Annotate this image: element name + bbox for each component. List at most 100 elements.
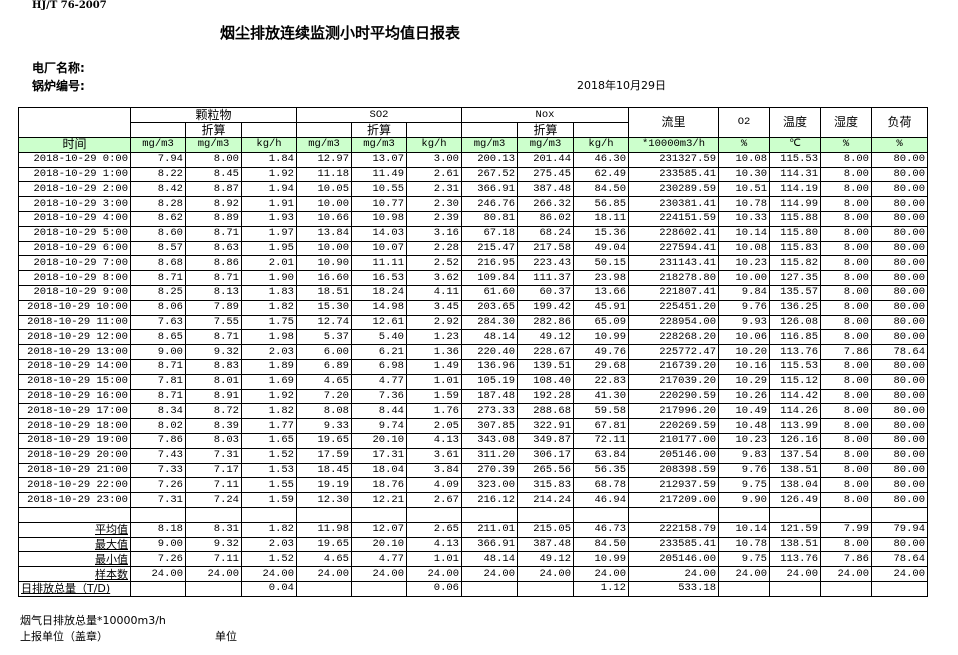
report-title: 烟尘排放连续监测小时平均值日报表 [220,24,461,42]
stats-value [718,580,770,597]
flue-gas-total-label: 烟气日排放总量*10000m3/h [20,614,166,627]
stats-value: 8.00 [820,536,872,553]
stats-row: 平均值 8.18 8.31 1.82 11.98 12.07 2.65 211.01 215.0… [18,521,928,538]
stats-value: 366.91 [461,536,518,553]
blank-cell [296,506,352,523]
value-cell: 138.04 [769,477,821,494]
value-cell: 230289.59 [628,181,719,198]
stats-value: 24.00 [296,566,352,582]
table-row: 2018-10-29 4:00 8.62 8.89 1.93 10.66 10.98 2.3… [18,210,928,227]
value-cell: 212937.59 [628,477,719,494]
value-cell: 307.85 [461,418,518,434]
stats-value: 19.65 [296,536,352,553]
value-cell: 9.74 [351,418,407,434]
stats-value [461,580,518,597]
stats-row: 样本数 24.00 24.00 24.00 24.00 24.00 24.00 24.00 24… [18,566,928,582]
value-cell: 267.52 [461,166,518,183]
stats-value: 24.00 [573,566,629,582]
value-cell: 8.22 [130,166,186,183]
value-cell: 1.49 [406,358,462,375]
value-cell: 109.84 [461,270,518,286]
value-cell: 217996.20 [628,403,719,420]
value-cell: 10.06 [718,329,770,346]
stats-value: 387.48 [517,536,574,553]
value-cell: 220269.59 [628,418,719,434]
value-cell: 216739.20 [628,358,719,375]
value-cell: 2.39 [406,210,462,227]
value-cell: 9.93 [718,314,770,331]
value-cell: 10.14 [718,225,770,242]
value-cell: 7.43 [130,447,186,464]
unit-cell: mg/m3 [351,137,407,153]
value-cell: 200.13 [461,151,518,168]
stats-value [769,580,821,597]
value-cell: 114.31 [769,166,821,183]
value-cell: 80.00 [871,492,928,508]
value-cell: 16.53 [351,270,407,286]
value-cell: 8.00 [820,151,872,168]
value-cell: 311.20 [461,447,518,464]
header-time: 时间 [18,137,131,153]
value-cell: 49.04 [573,240,629,257]
value-cell: 6.89 [296,358,352,375]
value-cell: 1.94 [241,181,297,198]
value-cell: 199.42 [517,299,574,316]
value-cell: 18.04 [351,462,407,479]
stats-value: 113.76 [769,551,821,568]
value-cell: 8.00 [820,270,872,286]
hourly-report-table: 颗粒物 SO2 Nox 流里 O2 温度 湿度 负荷 折算 折算 折算 时间 m… [18,107,928,597]
value-cell: 8.08 [296,403,352,420]
value-cell: 116.85 [769,329,821,346]
value-cell: 9.33 [296,418,352,434]
header-nox: Nox [461,107,629,123]
value-cell: 3.45 [406,299,462,316]
value-cell: 1.69 [241,373,297,390]
value-cell: 14.03 [351,225,407,242]
value-cell: 8.63 [185,240,242,257]
value-cell: 68.24 [517,225,574,242]
value-cell: 1.77 [241,418,297,434]
value-cell: 10.78 [718,196,770,212]
value-cell: 1.53 [241,462,297,479]
value-cell: 8.71 [185,225,242,242]
unit-cell: ℃ [769,137,821,153]
value-cell: 114.26 [769,403,821,420]
stats-value: 46.73 [573,521,629,538]
stats-value: 1.01 [406,551,462,568]
value-cell: 80.00 [871,225,928,242]
value-cell: 23.98 [573,270,629,286]
value-cell: 8.71 [185,270,242,286]
blank-cell [18,506,131,523]
time-cell: 2018-10-29 3:00 [18,196,131,212]
value-cell: 8.00 [820,403,872,420]
unit-cell: % [718,137,770,153]
value-cell: 323.00 [461,477,518,494]
value-cell: 1.01 [406,373,462,390]
table-row: 2018-10-29 20:00 7.43 7.31 1.52 17.59 17.31 3.… [18,447,928,464]
value-cell: 284.30 [461,314,518,331]
value-cell: 115.80 [769,225,821,242]
value-cell: 7.36 [351,388,407,405]
table-row: 2018-10-29 17:00 8.34 8.72 1.82 8.08 8.44 1.76… [18,403,928,420]
value-cell: 1.59 [241,492,297,508]
value-cell: 114.19 [769,181,821,198]
stats-value: 24.00 [241,566,297,582]
unit-cell: kg/h [406,137,462,153]
time-cell: 2018-10-29 19:00 [18,432,131,449]
value-cell: 231327.59 [628,151,719,168]
unit-cell: mg/m3 [185,137,242,153]
reporting-unit-label: 上报单位（盖章） [20,630,108,643]
value-cell: 1.93 [241,210,297,227]
value-cell: 8.00 [820,196,872,212]
value-cell: 1.89 [241,358,297,375]
header-nox-converted: 折算 [517,122,574,138]
stats-value: 2.03 [241,536,297,553]
stats-value: 121.59 [769,521,821,538]
stats-value: 9.32 [185,536,242,553]
blank-cell [185,506,242,523]
value-cell: 114.42 [769,388,821,405]
value-cell: 6.98 [351,358,407,375]
value-cell: 8.71 [130,388,186,405]
value-cell: 8.00 [820,432,872,449]
value-cell: 2.92 [406,314,462,331]
